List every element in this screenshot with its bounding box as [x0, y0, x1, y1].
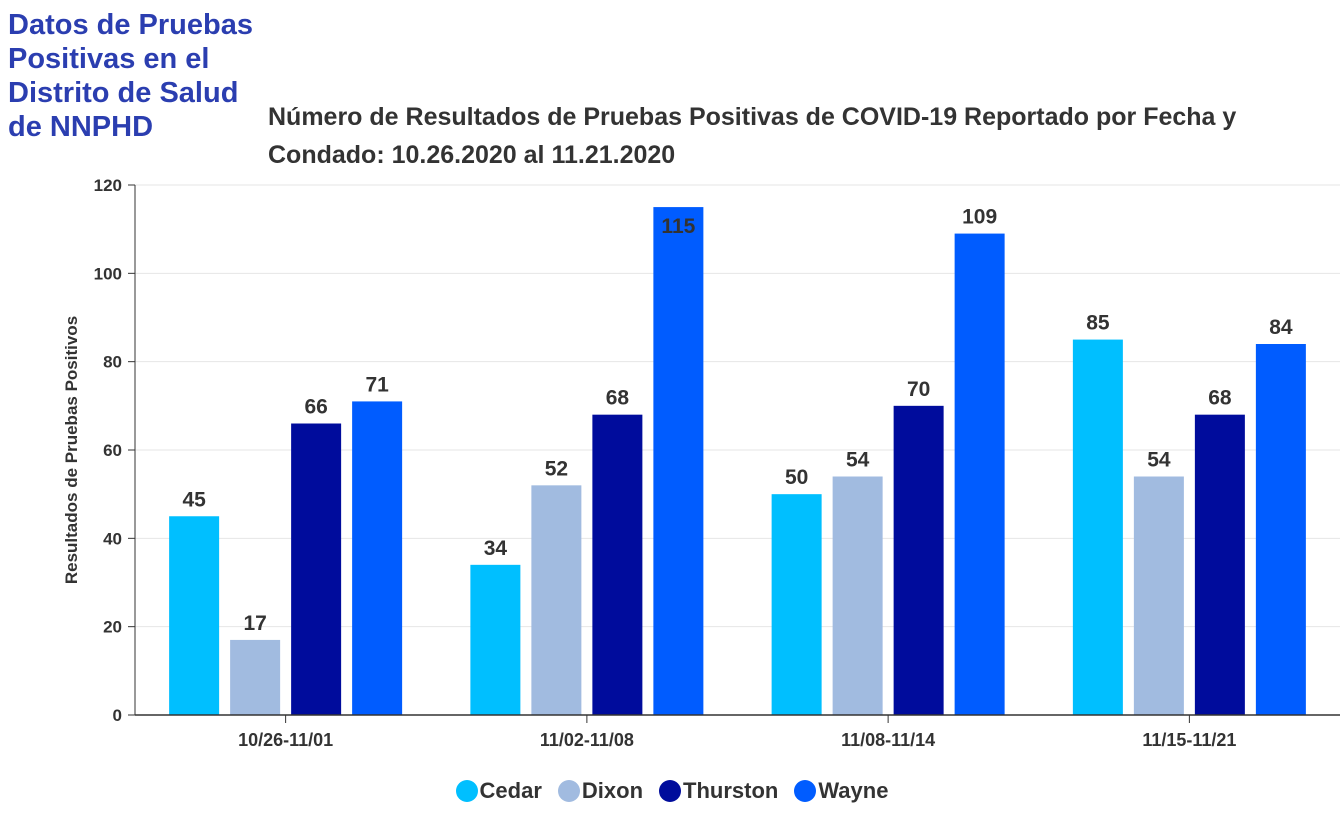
- bar-wayne: [653, 207, 704, 716]
- data-label: 109: [962, 206, 997, 229]
- bar-dixon: [230, 639, 281, 715]
- bar-cedar: [470, 564, 521, 715]
- legend-label: Dixon: [581, 778, 644, 803]
- legend: Cedar Dixon Thurston Wayne: [0, 776, 1344, 806]
- legend-swatch: [659, 780, 682, 802]
- bar-wayne: [352, 401, 403, 715]
- bar-dixon: [832, 476, 883, 715]
- y-axis-label: Resultados de Pruebas Positivos: [62, 316, 81, 584]
- chart-title: Número de Resultados de Pruebas Positiva…: [268, 103, 1237, 169]
- bar-thurston: [291, 423, 342, 715]
- data-label: 50: [785, 466, 808, 489]
- bar-dixon: [531, 485, 582, 715]
- legend-item-thurston[interactable]: Thurston: [659, 778, 778, 804]
- data-label: 84: [1269, 316, 1293, 339]
- y-tick-label: 0: [113, 706, 122, 725]
- x-tick-label: 11/08-11/14: [841, 730, 935, 750]
- bar-dixon: [1133, 476, 1184, 715]
- legend-label: Wayne: [818, 778, 889, 803]
- bar-cedar: [771, 494, 822, 715]
- legend-item-dixon[interactable]: Dixon: [557, 778, 644, 804]
- data-label: 66: [304, 396, 327, 419]
- data-label: 68: [1208, 387, 1232, 410]
- data-label: 70: [907, 378, 930, 401]
- y-tick-label: 20: [103, 618, 122, 637]
- data-label: 71: [365, 373, 389, 396]
- bar-wayne: [1255, 344, 1306, 715]
- y-tick-label: 120: [94, 176, 122, 195]
- data-label: 85: [1086, 312, 1110, 335]
- legend-swatch: [455, 780, 478, 802]
- legend-item-wayne[interactable]: Wayne: [794, 778, 888, 804]
- data-label: 17: [243, 612, 266, 635]
- data-labels: 45 17 66 71 34 52 68 115 50 54 70 109 85 54 68 84: [182, 206, 1292, 635]
- data-label: 68: [606, 387, 630, 410]
- data-label: 52: [545, 457, 568, 480]
- legend-swatch: [557, 780, 580, 802]
- bar-thurston: [592, 414, 643, 715]
- x-tick-label: 11/15-11/21: [1142, 730, 1236, 750]
- legend-label: Thurston: [683, 778, 779, 803]
- legend-label: Cedar: [479, 778, 542, 803]
- y-tick-label: 40: [103, 529, 122, 548]
- x-tick-label: 11/02-11/08: [540, 730, 634, 750]
- bar-thurston: [893, 405, 944, 715]
- data-label: 54: [1147, 449, 1171, 472]
- y-tick-label: 60: [103, 441, 122, 460]
- bar-thurston: [1194, 414, 1245, 715]
- data-label: 115: [661, 215, 695, 238]
- bars: [169, 207, 1306, 716]
- x-tick-label: 10/26-11/01: [238, 730, 333, 750]
- y-tick-label: 100: [94, 264, 122, 283]
- bar-wayne: [954, 233, 1005, 716]
- data-label: 45: [182, 488, 206, 511]
- legend-item-cedar[interactable]: Cedar: [455, 778, 542, 804]
- data-label: 54: [846, 449, 870, 472]
- y-tick-label: 80: [103, 353, 122, 372]
- bar-cedar: [1072, 339, 1123, 715]
- axes: 0 20 40 60 80 100 120 Resultados de Pruebas Pos…: [62, 176, 1340, 750]
- bar-cedar: [169, 516, 220, 715]
- page-heading: Datos de Pruebas Positivas en el Distrit…: [8, 9, 253, 143]
- legend-swatch: [794, 780, 817, 802]
- data-label: 34: [484, 537, 508, 560]
